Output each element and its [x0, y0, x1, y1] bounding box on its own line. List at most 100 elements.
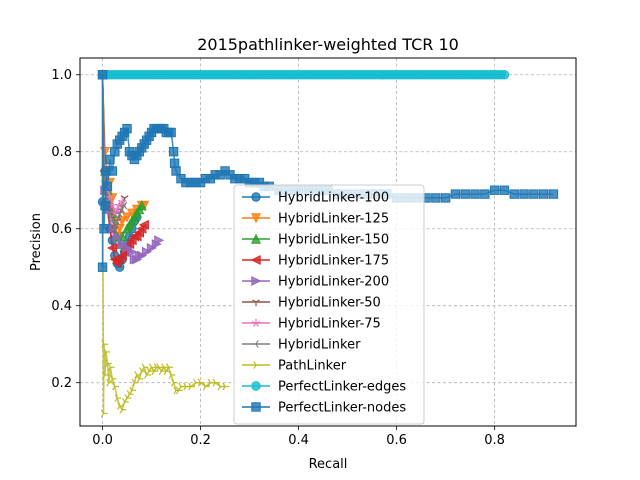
- legend-label: HybridLinker-100: [278, 191, 389, 206]
- data-point: [110, 147, 120, 157]
- x-tick-label: 0.4: [288, 433, 309, 448]
- data-point: [119, 405, 127, 414]
- data-point: [104, 359, 112, 368]
- legend-label: HybridLinker-50: [278, 296, 381, 311]
- data-point: [110, 209, 119, 218]
- y-tick-label: 0.6: [51, 222, 72, 237]
- data-point: [108, 217, 115, 225]
- legend-label: HybridLinker-125: [278, 212, 389, 227]
- data-point: [106, 378, 114, 387]
- legend-item: HybridLinker-100: [242, 191, 389, 206]
- legend-item: PerfectLinker-nodes: [242, 401, 406, 416]
- data-point: [102, 371, 110, 379]
- data-point: [127, 246, 138, 257]
- legend-swatch-marker: [250, 254, 261, 266]
- data-point: [170, 378, 178, 387]
- data-point: [166, 363, 173, 372]
- legend-item: PathLinker: [242, 359, 347, 374]
- data-point: [163, 367, 171, 376]
- data-point: [168, 147, 179, 157]
- axis-ticks: 0.0 0.2 0.4 0.6 0.8 0.2 0.4 0.6 0.8 1.0: [51, 68, 505, 448]
- data-point: [499, 70, 510, 80]
- data-point: [137, 250, 148, 261]
- legend-item: HybridLinker-50: [242, 296, 381, 311]
- data-point: [168, 371, 176, 379]
- data-point: [166, 127, 176, 138]
- legend-item: HybridLinker-175: [242, 254, 389, 269]
- data-point: [115, 201, 124, 210]
- data-point: [222, 382, 230, 391]
- data-point: [141, 246, 152, 257]
- data-point: [112, 382, 119, 391]
- data-point: [126, 390, 134, 399]
- legend-label: HybridLinker-150: [278, 233, 389, 248]
- data-point: [107, 363, 115, 372]
- y-tick-label: 0.2: [51, 376, 72, 391]
- legend-item: HybridLinker-125: [242, 212, 389, 227]
- x-tick-label: 0.2: [190, 433, 211, 448]
- data-point: [450, 189, 461, 199]
- legend-label: HybridLinker-175: [278, 254, 389, 269]
- data-point: [103, 347, 111, 356]
- data-point: [193, 378, 200, 387]
- legend-label: PerfectLinker-nodes: [278, 401, 406, 416]
- data-point: [548, 189, 559, 199]
- legend-swatch-marker: [251, 340, 259, 348]
- data-point: [171, 166, 181, 176]
- legend-swatch-marker: [251, 381, 261, 391]
- legend-frame: [233, 184, 425, 425]
- data-point: [519, 189, 529, 199]
- data-point: [121, 398, 129, 406]
- data-point: [138, 219, 149, 230]
- data-point: [139, 367, 146, 376]
- data-point: [136, 200, 147, 211]
- axes-frame: [79, 57, 577, 427]
- legend-label: HybridLinker-200: [278, 275, 389, 290]
- data-point: [202, 382, 210, 391]
- data-point: [141, 363, 149, 372]
- data-point: [122, 212, 133, 223]
- data-point: [136, 374, 144, 383]
- series-pathlinker: [99, 70, 230, 418]
- data-point: [538, 189, 549, 199]
- data-point: [480, 189, 490, 199]
- data-point: [124, 394, 132, 403]
- data-point: [101, 340, 109, 349]
- data-point: [100, 200, 110, 211]
- data-point: [117, 239, 128, 250]
- data-point: [117, 401, 124, 410]
- data-point: [107, 166, 118, 176]
- data-point: [188, 382, 195, 391]
- data-point: [175, 386, 183, 395]
- legend-label: PathLinker: [278, 359, 347, 374]
- legend-swatch-marker: [250, 213, 262, 224]
- legend-swatch-marker: [251, 275, 262, 287]
- data-point: [151, 367, 159, 376]
- x-tick-label: 0.0: [92, 433, 113, 448]
- y-tick-label: 0.4: [51, 299, 72, 314]
- data-point: [122, 123, 132, 134]
- data-point: [431, 193, 441, 203]
- data-point: [117, 197, 127, 206]
- data-point: [117, 205, 125, 214]
- data-point: [113, 205, 122, 214]
- x-tick-label: 0.6: [386, 433, 407, 448]
- data-point: [122, 242, 133, 253]
- legend-swatch-marker: [250, 233, 262, 244]
- legend-item: HybridLinker-150: [242, 233, 389, 248]
- data-point: [110, 224, 118, 233]
- data-point: [499, 185, 510, 195]
- data-point: [131, 378, 139, 387]
- data-point: [97, 262, 108, 272]
- data-point: [114, 394, 122, 403]
- data-point: [107, 242, 118, 253]
- data-point: [100, 409, 108, 418]
- data-point: [509, 189, 519, 199]
- data-point: [109, 374, 117, 383]
- legend-item: HybridLinker-200: [242, 275, 389, 290]
- data-point: [183, 382, 191, 391]
- data-point: [217, 382, 225, 391]
- data-point: [120, 201, 128, 210]
- data-point: [113, 217, 120, 225]
